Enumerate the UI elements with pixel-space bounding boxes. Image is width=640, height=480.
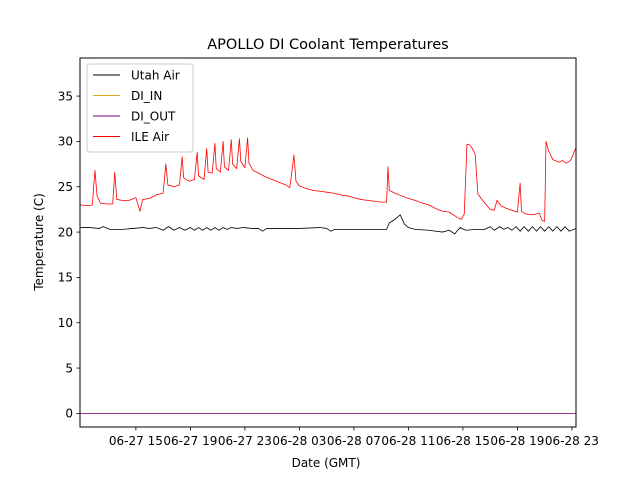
y-axis-label: Temperature (C) — [32, 193, 46, 292]
legend-box — [86, 63, 194, 153]
x-tick-label: 06-27 23 — [218, 434, 272, 448]
x-tick-label: 06-28 23 — [545, 434, 599, 448]
x-tick-label: 06-28 07 — [327, 434, 381, 448]
y-tick-label: 35 — [58, 89, 73, 103]
x-axis-label: Date (GMT) — [292, 456, 361, 470]
x-tick-label: 06-28 15 — [436, 434, 490, 448]
y-tick-label: 15 — [58, 271, 73, 285]
legend: Utah Air DI_IN DI_OUT ILE Air — [86, 63, 194, 153]
legend-label-utah-air: Utah Air — [131, 68, 180, 82]
x-tick-label: 06-27 19 — [163, 434, 217, 448]
y-tick-label: 30 — [58, 135, 73, 149]
chart-title: APOLLO DI Coolant Temperatures — [207, 37, 448, 53]
x-tick-label: 06-28 11 — [381, 434, 435, 448]
legend-label-ile-air: ILE Air — [131, 130, 169, 144]
x-tick-label: 06-28 19 — [490, 434, 544, 448]
x-tick-label: 06-28 03 — [272, 434, 326, 448]
x-tick-label: 06-27 15 — [109, 434, 163, 448]
legend-label-di-out: DI_OUT — [131, 109, 176, 123]
y-tick-label: 25 — [58, 180, 73, 194]
series-line-utah-air — [80, 214, 576, 235]
y-tick-label: 5 — [65, 361, 73, 375]
legend-label-di-in: DI_IN — [131, 89, 162, 103]
y-tick-label: 0 — [65, 407, 73, 421]
series-line-ile-air — [80, 137, 576, 222]
y-tick-label: 10 — [58, 316, 73, 330]
y-tick-label: 20 — [58, 225, 73, 239]
plot-area-frame — [79, 57, 577, 428]
